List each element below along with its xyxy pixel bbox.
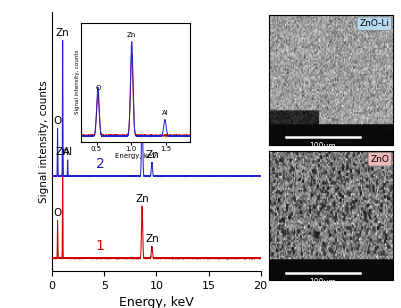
Text: ZnO: ZnO <box>371 155 389 164</box>
Text: 1: 1 <box>96 239 105 253</box>
Text: ZnO-Li: ZnO-Li <box>359 19 389 28</box>
Text: Al: Al <box>63 147 73 157</box>
Text: Zn: Zn <box>56 147 69 157</box>
Text: Zn: Zn <box>56 28 69 38</box>
Text: Zn: Zn <box>145 150 159 160</box>
X-axis label: Energy, keV: Energy, keV <box>119 296 194 308</box>
Text: O: O <box>53 116 62 126</box>
Text: O: O <box>53 208 62 218</box>
Text: 100μm: 100μm <box>309 142 336 151</box>
Text: 100μm: 100μm <box>309 278 336 287</box>
Text: Zn: Zn <box>135 194 149 204</box>
Text: 2: 2 <box>96 156 105 171</box>
Text: Zn: Zn <box>145 234 159 244</box>
Y-axis label: Signal intensity, counts: Signal intensity, counts <box>39 80 49 203</box>
Text: Zn: Zn <box>135 95 149 105</box>
